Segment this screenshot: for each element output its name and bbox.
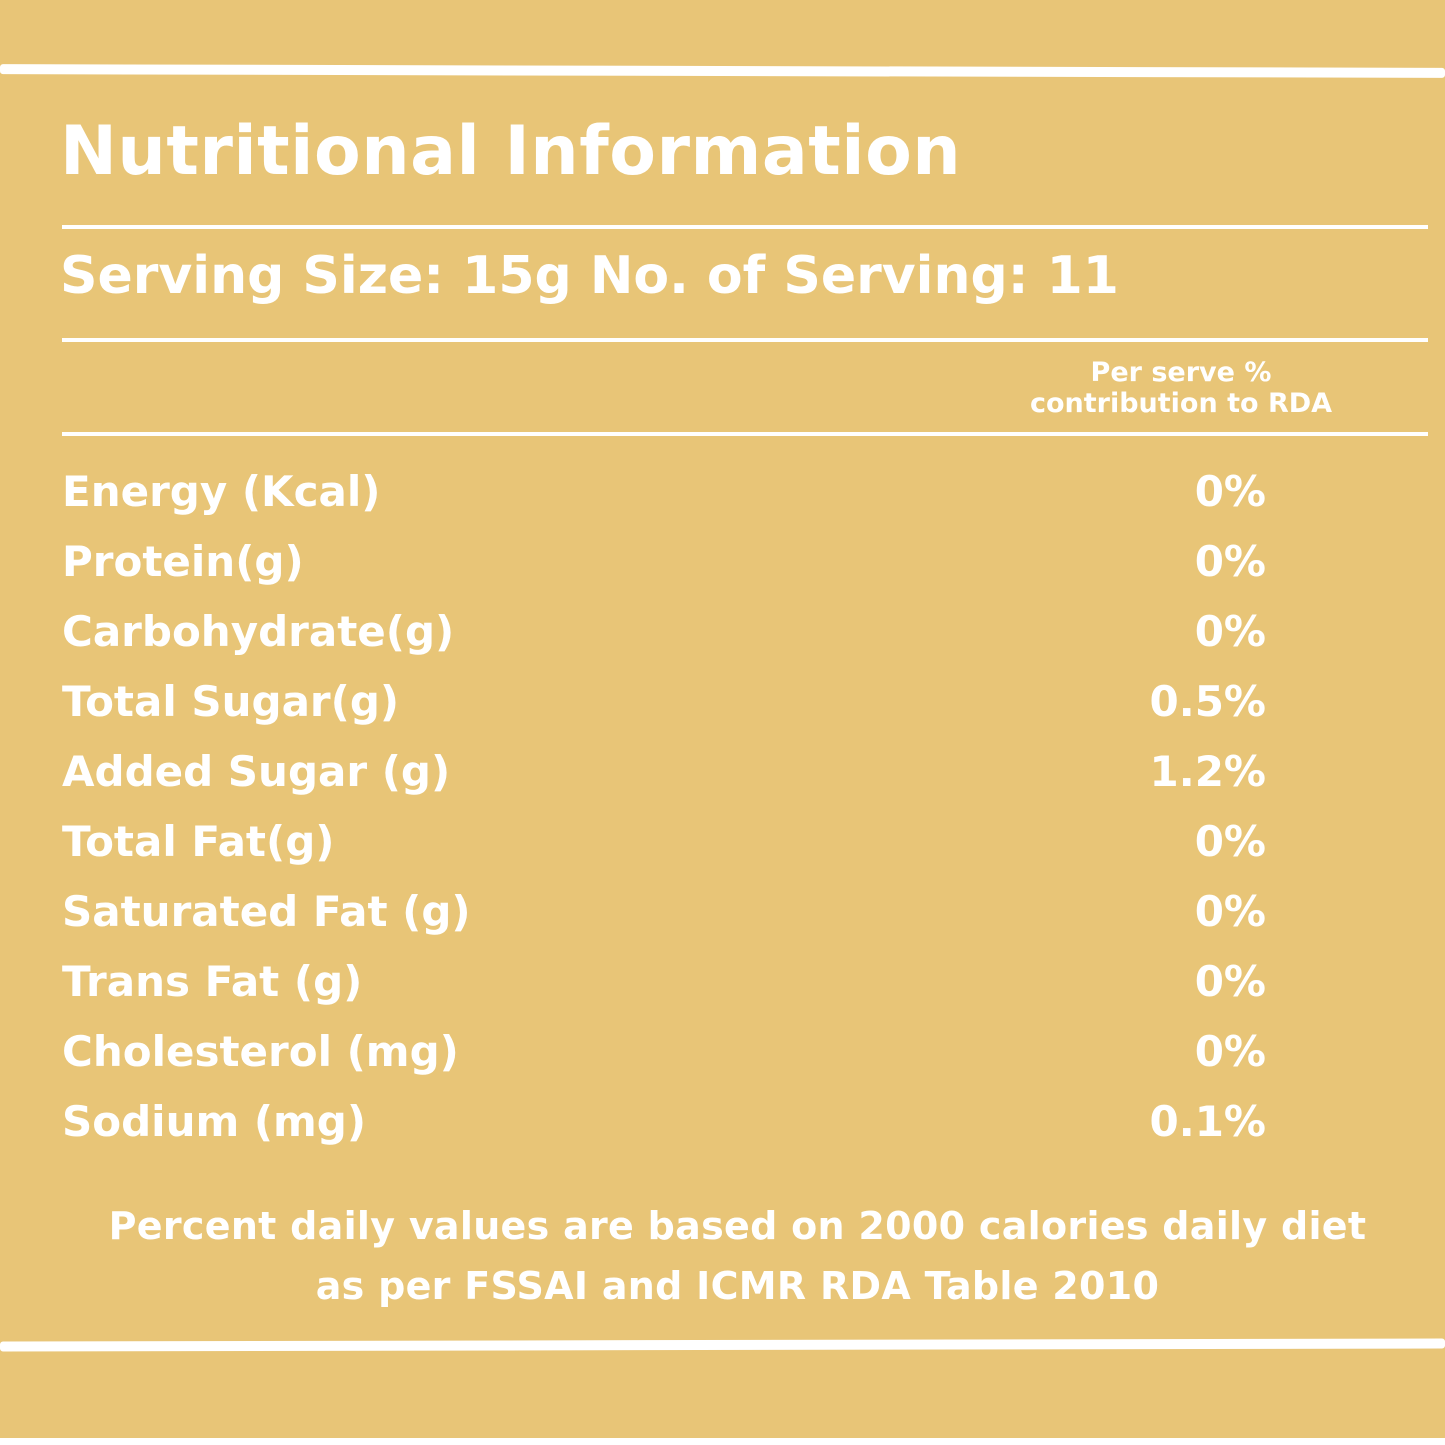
nutrient-name: Total Fat(g) bbox=[62, 817, 335, 866]
table-row: Energy (Kcal) 0% bbox=[62, 455, 1272, 525]
nutrient-value: 0.1% bbox=[1149, 1097, 1266, 1146]
table-row: Carbohydrate(g) 0% bbox=[62, 595, 1272, 665]
rda-header-line: Per serve % bbox=[1090, 357, 1272, 388]
table-row: Protein(g) 0% bbox=[62, 525, 1272, 595]
nutrient-name: Saturated Fat (g) bbox=[62, 887, 471, 936]
divider bbox=[62, 338, 1428, 342]
table-row: Sodium (mg) 0.1% bbox=[62, 1085, 1272, 1155]
nutrient-value: 0% bbox=[1194, 467, 1266, 516]
nutrient-table: Energy (Kcal) 0% Protein(g) 0% Carbohydr… bbox=[62, 455, 1272, 1155]
nutrient-value: 0% bbox=[1194, 537, 1266, 586]
nutrient-name: Carbohydrate(g) bbox=[62, 607, 455, 656]
nutrient-name: Trans Fat (g) bbox=[62, 957, 363, 1006]
nutrient-name: Energy (Kcal) bbox=[62, 467, 381, 516]
nutrient-value: 0% bbox=[1194, 1027, 1266, 1076]
nutrient-name: Total Sugar(g) bbox=[62, 677, 400, 726]
footnote-line: Percent daily values are based on 2000 c… bbox=[108, 1204, 1367, 1248]
table-row: Added Sugar (g) 1.2% bbox=[62, 735, 1272, 805]
nutrient-value: 0% bbox=[1194, 817, 1266, 866]
footnote-line: as per FSSAI and ICMR RDA Table 2010 bbox=[315, 1264, 1160, 1308]
rda-column-header: Per serve % contribution to RDA bbox=[1000, 357, 1362, 419]
table-row: Total Sugar(g) 0.5% bbox=[62, 665, 1272, 735]
footnote: Percent daily values are based on 2000 c… bbox=[30, 1196, 1445, 1316]
table-row: Cholesterol (mg) 0% bbox=[62, 1015, 1272, 1085]
table-row: Total Fat(g) 0% bbox=[62, 805, 1272, 875]
label-title: Nutritional Information bbox=[60, 112, 962, 191]
bottom-border-line bbox=[0, 1338, 1445, 1352]
table-row: Trans Fat (g) 0% bbox=[62, 945, 1272, 1015]
nutrient-value: 1.2% bbox=[1149, 747, 1266, 796]
nutrient-name: Sodium (mg) bbox=[62, 1097, 367, 1146]
nutrient-value: 0% bbox=[1194, 957, 1266, 1006]
nutrient-value: 0% bbox=[1194, 607, 1266, 656]
nutrient-name: Cholesterol (mg) bbox=[62, 1027, 459, 1076]
nutrient-name: Protein(g) bbox=[62, 537, 304, 586]
nutrient-name: Added Sugar (g) bbox=[62, 747, 451, 796]
rda-header-line: contribution to RDA bbox=[1029, 388, 1333, 419]
divider bbox=[62, 225, 1428, 229]
top-border-line bbox=[0, 64, 1445, 78]
serving-info: Serving Size: 15g No. of Serving: 11 bbox=[60, 246, 1119, 306]
divider bbox=[62, 432, 1428, 436]
table-row: Saturated Fat (g) 0% bbox=[62, 875, 1272, 945]
nutrient-value: 0% bbox=[1194, 887, 1266, 936]
nutrient-value: 0.5% bbox=[1149, 677, 1266, 726]
